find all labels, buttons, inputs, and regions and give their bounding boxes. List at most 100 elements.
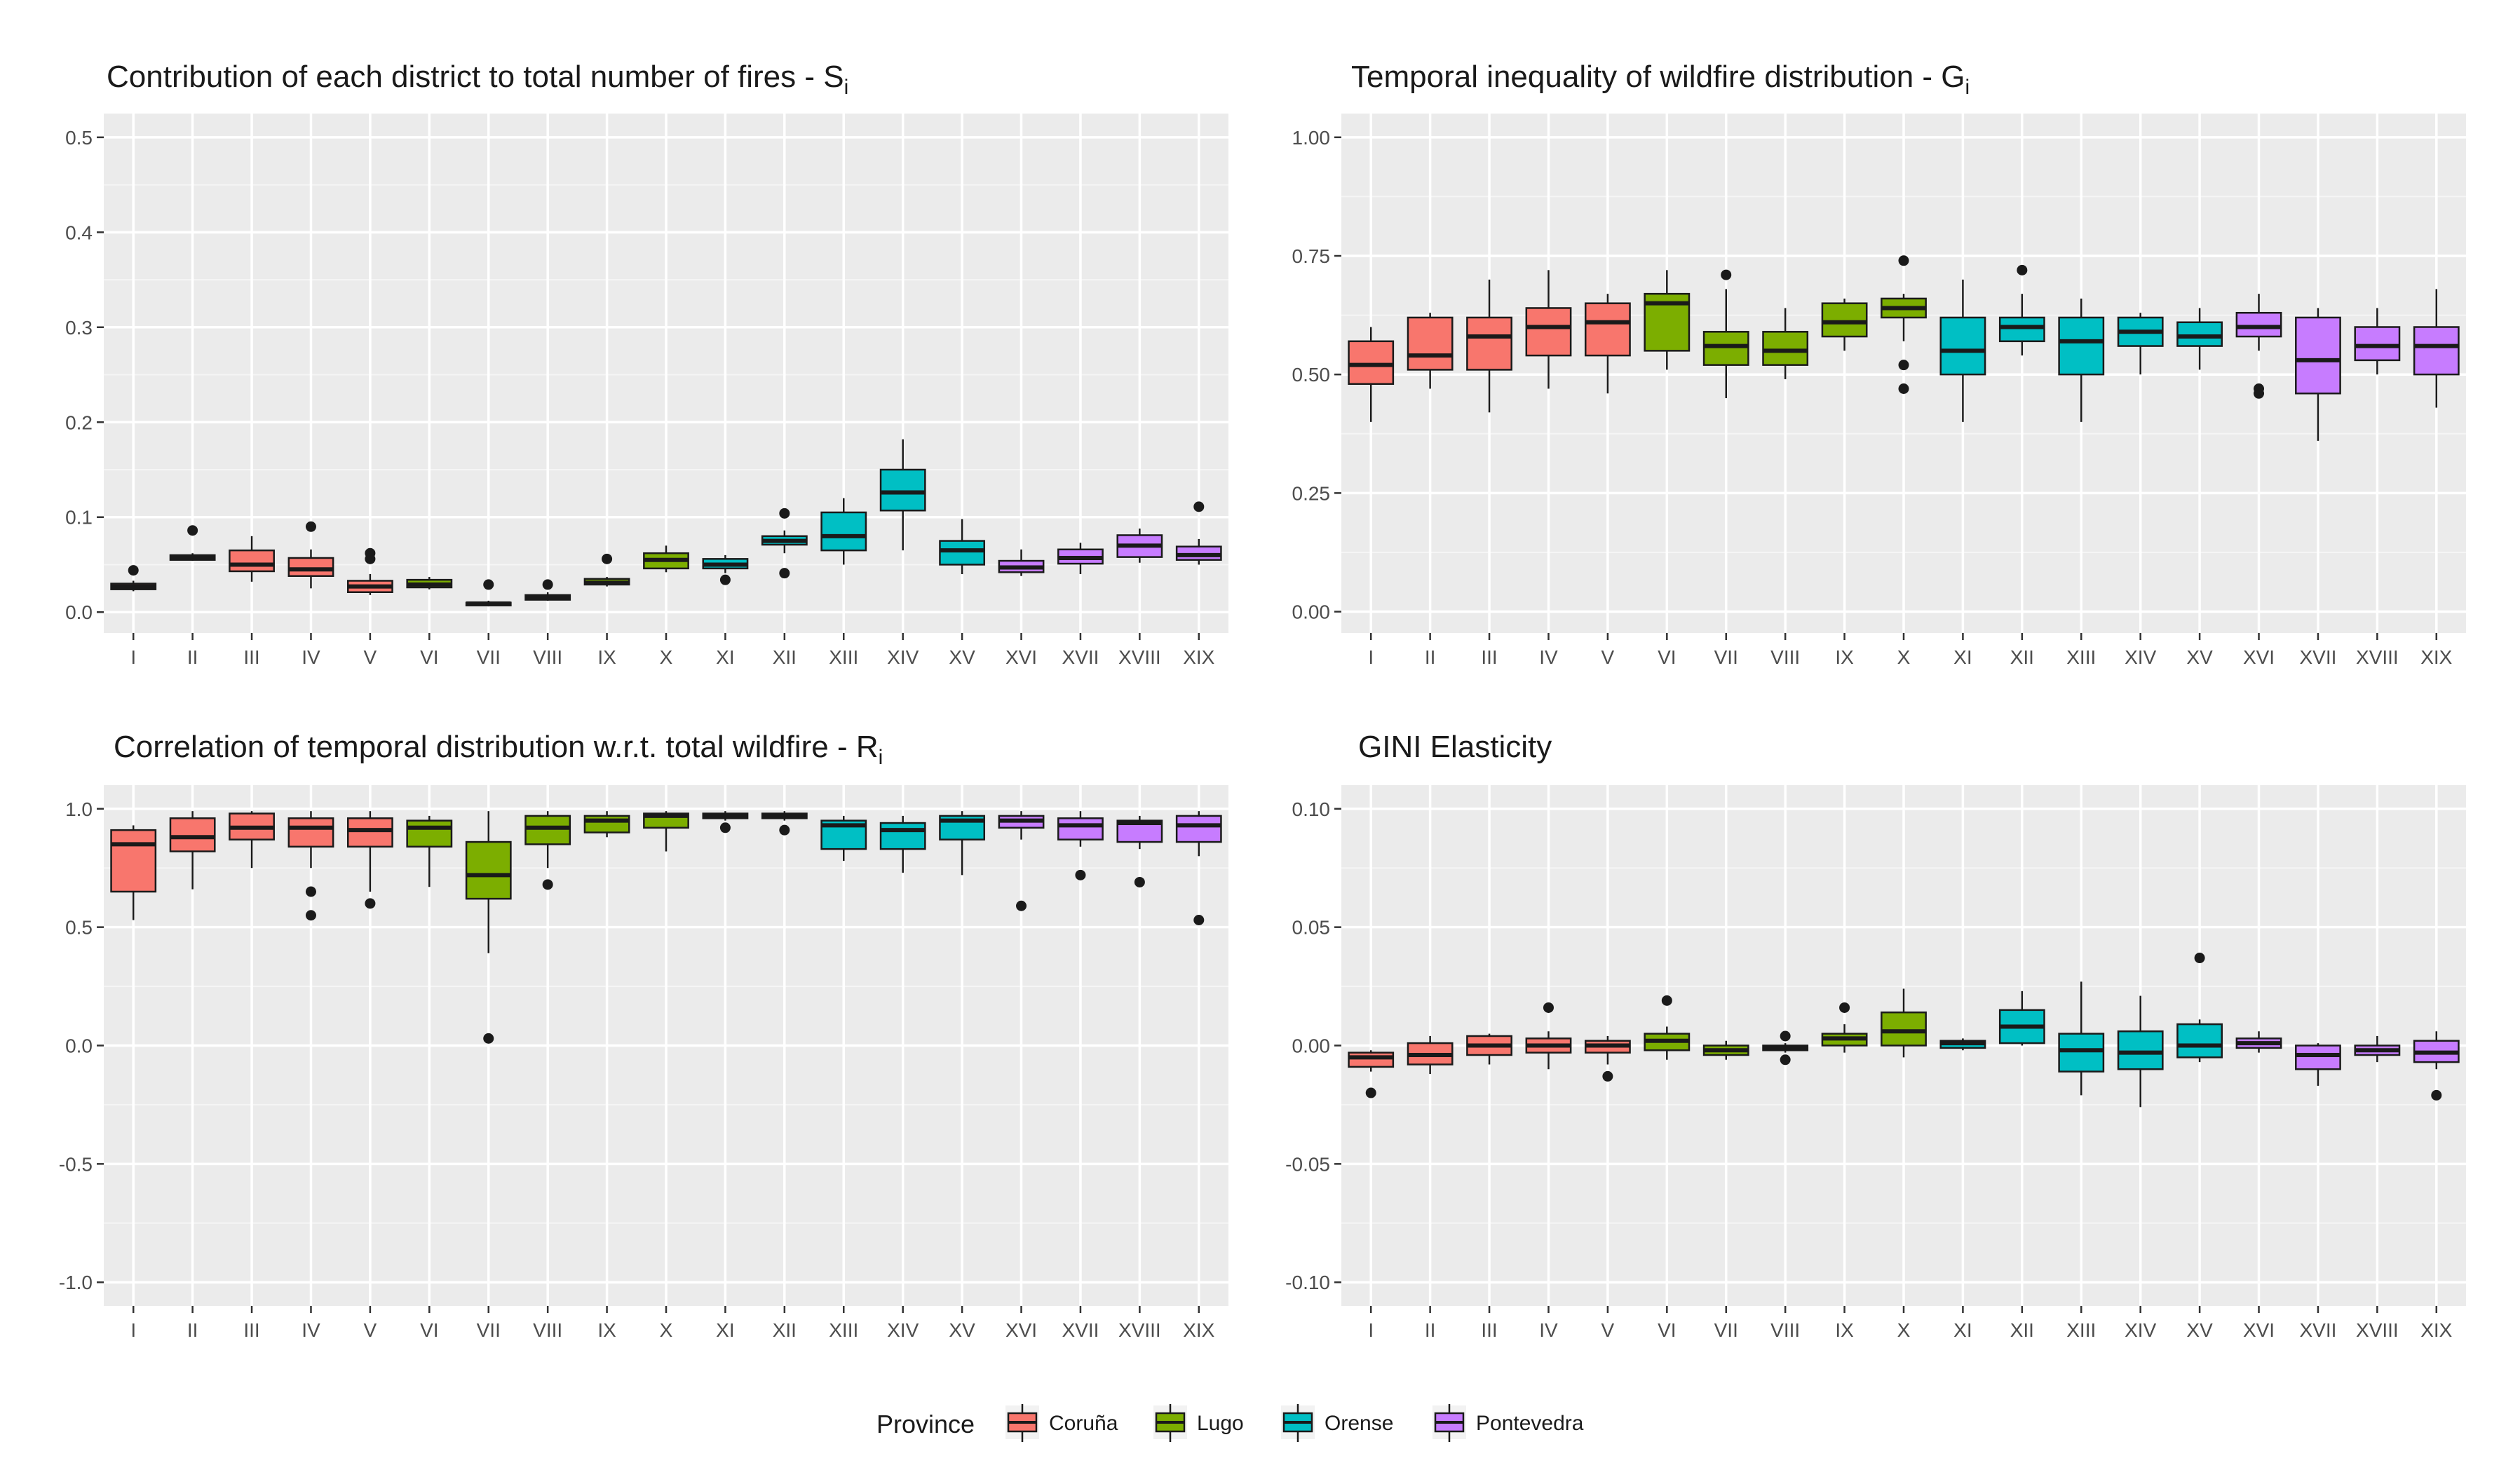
box-XII: [1998, 264, 2045, 356]
x-tick-label: XI: [716, 646, 734, 668]
box-IV: [1525, 270, 1572, 389]
legend-label: Pontevedra: [1476, 1412, 1584, 1435]
box-iqr: [2235, 311, 2282, 338]
legend: Province Coruña Lugo Orense Pontevedra: [876, 1404, 1584, 1442]
outlier-point: [1193, 915, 1205, 926]
box-iqr: [1348, 1051, 1395, 1068]
outlier-point: [1839, 1002, 1850, 1013]
box-XVII: [2295, 308, 2341, 441]
x-tick-label: IV: [1539, 1319, 1558, 1341]
box-iqr: [879, 468, 926, 512]
box-XII: [761, 811, 808, 836]
box-III: [1466, 1033, 1512, 1065]
box-I: [110, 565, 157, 592]
y-tick-label: 0.2: [65, 411, 93, 433]
box-II: [169, 811, 216, 890]
outlier-point: [1602, 1070, 1613, 1082]
box-XI: [1939, 1038, 1986, 1051]
legend-title: Province: [876, 1410, 975, 1438]
legend-item: Coruña: [1005, 1404, 1118, 1442]
x-tick-label: XVI: [2243, 646, 2275, 668]
box-XIX: [1175, 501, 1222, 565]
box-VIII: [524, 811, 571, 890]
y-tick-label: 1.0: [65, 798, 93, 820]
x-tick-label: XVI: [2243, 1319, 2275, 1341]
y-tick-label: -1.0: [59, 1272, 93, 1293]
x-tick-label: XVIII: [1118, 1319, 1161, 1341]
box-XVII: [2295, 1043, 2341, 1086]
x-tick-label: V: [1601, 1319, 1615, 1341]
box-iqr: [1525, 307, 1572, 357]
outlier-point: [1661, 995, 1672, 1006]
y-tick-label: 0.4: [65, 222, 93, 243]
box-XVI: [2235, 294, 2282, 399]
box-I: [1348, 1050, 1395, 1098]
x-tick-label: XIX: [1183, 646, 1214, 668]
x-tick-label: XI: [716, 1319, 734, 1341]
box-III: [229, 811, 275, 869]
box-iqr: [2176, 1023, 2223, 1058]
box-XIII: [820, 498, 867, 565]
outlier-point: [779, 568, 790, 579]
x-tick-label: VII: [1714, 646, 1738, 668]
x-axis: I II III IV V VI VII VIII IX X XI XII XIII XIV XV XVI XV…: [1368, 1306, 2453, 1341]
x-tick-label: XVIII: [2356, 1319, 2399, 1341]
y-axis: -1.0 -0.5 0.0 0.5 1.0: [59, 798, 104, 1293]
y-tick-label: 0.50: [1292, 364, 1331, 386]
x-tick-label: XVIII: [2356, 646, 2399, 668]
x-tick-label: IV: [302, 1319, 320, 1341]
box-X: [643, 811, 689, 852]
box-III: [229, 536, 275, 582]
box-iqr: [2295, 316, 2341, 395]
x-tick-label: III: [243, 646, 259, 668]
box-XVII: [1057, 543, 1104, 575]
x-axis: I II III IV V VI VII VIII IX X XI XII XIII XIV XV XVI XV…: [130, 633, 1215, 668]
box-XVI: [998, 549, 1045, 576]
y-tick-label: 0.0: [65, 1035, 93, 1057]
box-VI: [1644, 995, 1691, 1060]
box-VIII: [1762, 308, 1809, 379]
x-tick-label: II: [1425, 646, 1436, 668]
x-tick-label: I: [130, 646, 136, 668]
panel-title: Contribution of each district to total n…: [107, 60, 848, 99]
box-iqr: [1348, 340, 1395, 385]
box-VIII: [524, 579, 571, 601]
box-XI: [702, 554, 749, 585]
box-iqr: [1584, 302, 1631, 357]
y-tick-label: 1.00: [1292, 127, 1331, 149]
outlier-point: [128, 565, 139, 576]
x-tick-label: XVII: [1062, 1319, 1099, 1341]
x-tick-label: XIX: [2420, 1319, 2452, 1341]
outlier-point: [1780, 1054, 1791, 1066]
x-tick-label: XV: [2186, 1319, 2213, 1341]
x-tick-label: III: [1481, 1319, 1497, 1341]
boxes: [110, 439, 1222, 607]
x-tick-label: III: [243, 1319, 259, 1341]
outlier-point: [1365, 1087, 1376, 1098]
panel-title: Correlation of temporal distribution w.r…: [114, 730, 883, 769]
box-IX: [1821, 1002, 1868, 1053]
box-I: [110, 825, 157, 920]
gridlines: [104, 785, 1228, 1306]
box-XVI: [998, 811, 1045, 911]
x-tick-label: VI: [420, 646, 438, 668]
x-tick-label: VII: [477, 646, 501, 668]
x-tick-label: XI: [1953, 646, 1972, 668]
gridlines: [104, 114, 1228, 633]
outlier-point: [1134, 876, 1145, 887]
box-VII: [465, 811, 512, 1044]
box-X: [643, 545, 689, 573]
box-iqr: [465, 840, 512, 900]
y-tick-label: 0.25: [1292, 482, 1331, 504]
legend-item: Lugo: [1153, 1404, 1244, 1442]
x-tick-label: IV: [302, 646, 320, 668]
box-II: [169, 525, 216, 561]
y-tick-label: 0.10: [1292, 798, 1331, 820]
box-iqr: [1881, 1011, 1927, 1047]
x-tick-label: VIII: [1770, 1319, 1800, 1341]
outlier-point: [1780, 1030, 1791, 1042]
outlier-point: [365, 898, 376, 909]
x-tick-label: XIX: [2420, 646, 2452, 668]
box-XVIII: [2354, 308, 2401, 375]
outlier-point: [719, 574, 731, 585]
